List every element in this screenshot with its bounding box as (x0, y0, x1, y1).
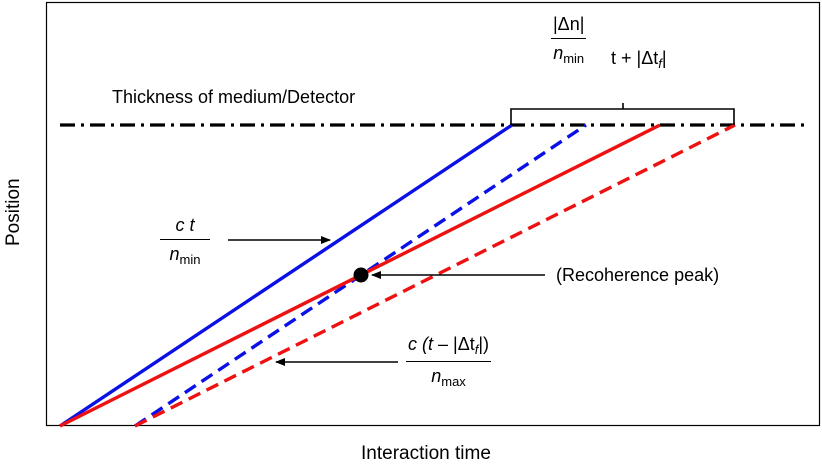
fraction-bar (160, 238, 210, 240)
slow-expr-denominator: nmax (431, 365, 466, 389)
recoherence-label: (Recoherence peak) (556, 265, 720, 285)
fast-expr-denominator: nmin (169, 243, 201, 267)
fraction-bar (406, 360, 492, 362)
bracket-expr-fraction: |Δn| nmin (551, 14, 587, 67)
recoherence-peak-dot (353, 267, 369, 283)
y-axis-label: Position (3, 178, 24, 246)
plot-frame (45, 1, 821, 427)
slow-expr-fraction: c (t – |Δtf|) nmax (406, 334, 492, 390)
fraction-bar (551, 37, 587, 39)
bracket (510, 103, 735, 125)
x-axis-label: Interaction time (361, 443, 491, 464)
fast-front-solid (59, 123, 513, 428)
bracket-expr-denominator: nmin (553, 42, 585, 66)
bracket-expr-tail: t + |Δtf| (611, 48, 667, 71)
fast-expr-numerator: c t (175, 215, 195, 235)
slow-expr-numerator: c (t – |Δtf|) (408, 334, 490, 357)
detector-label: Thickness of medium/Detector (112, 87, 356, 107)
bracket-expr-numerator: |Δn| (553, 14, 585, 34)
fast-expr-fraction: c t nmin (160, 215, 210, 268)
slow-front-dashed (134, 123, 736, 428)
